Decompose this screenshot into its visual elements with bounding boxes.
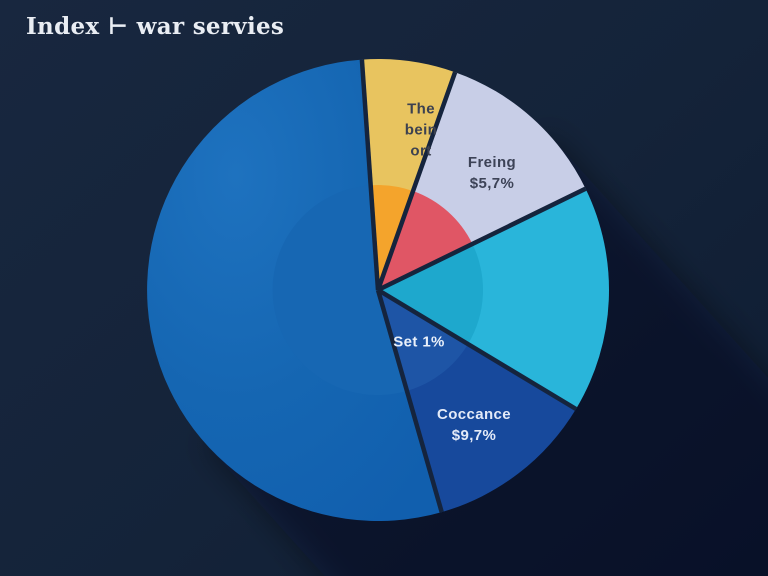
slice-label-value: $9,7% <box>451 427 497 444</box>
slice-label-line: Set 1% <box>393 333 445 351</box>
pie-slice-teal <box>378 188 610 409</box>
slice-label-freing: Freing $5,7% <box>468 152 516 194</box>
slice-label-coccance: Coccance $9,7% <box>437 404 511 446</box>
chart-title: Index ⊢ war servies <box>26 13 285 40</box>
pie-divider <box>359 59 381 291</box>
pie-inner-circle <box>272 185 484 396</box>
pie-slice-dividers <box>359 59 587 513</box>
slice-label-set: Set 1% <box>393 332 445 353</box>
slice-label-line: ort <box>410 142 432 160</box>
pie-inner-teal <box>378 244 484 345</box>
pie-inner-freing <box>378 191 473 290</box>
pie-divider <box>376 288 578 411</box>
slice-label-line: Freing <box>467 154 517 171</box>
slice-label-value: $5,7% <box>469 175 515 192</box>
slice-label-line: Coccance <box>436 406 512 423</box>
pie-divider <box>375 71 458 291</box>
pie-divider <box>377 186 587 293</box>
slice-label-line: The <box>407 100 435 118</box>
slice-label-line: bein <box>404 121 438 139</box>
slice-label-the-bein-ort: The bein ort <box>405 99 437 162</box>
pie-divider <box>375 289 444 513</box>
pie-inner-the-bein-ort <box>370 185 413 290</box>
